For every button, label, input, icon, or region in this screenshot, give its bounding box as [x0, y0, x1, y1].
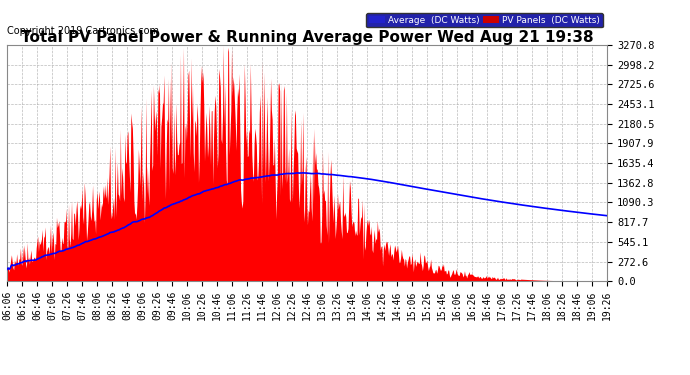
Title: Total PV Panel Power & Running Average Power Wed Aug 21 19:38: Total PV Panel Power & Running Average P…: [21, 30, 593, 45]
Text: Copyright 2019 Cartronics.com: Copyright 2019 Cartronics.com: [7, 26, 159, 36]
Legend: Average  (DC Watts), PV Panels  (DC Watts): Average (DC Watts), PV Panels (DC Watts): [366, 13, 602, 27]
